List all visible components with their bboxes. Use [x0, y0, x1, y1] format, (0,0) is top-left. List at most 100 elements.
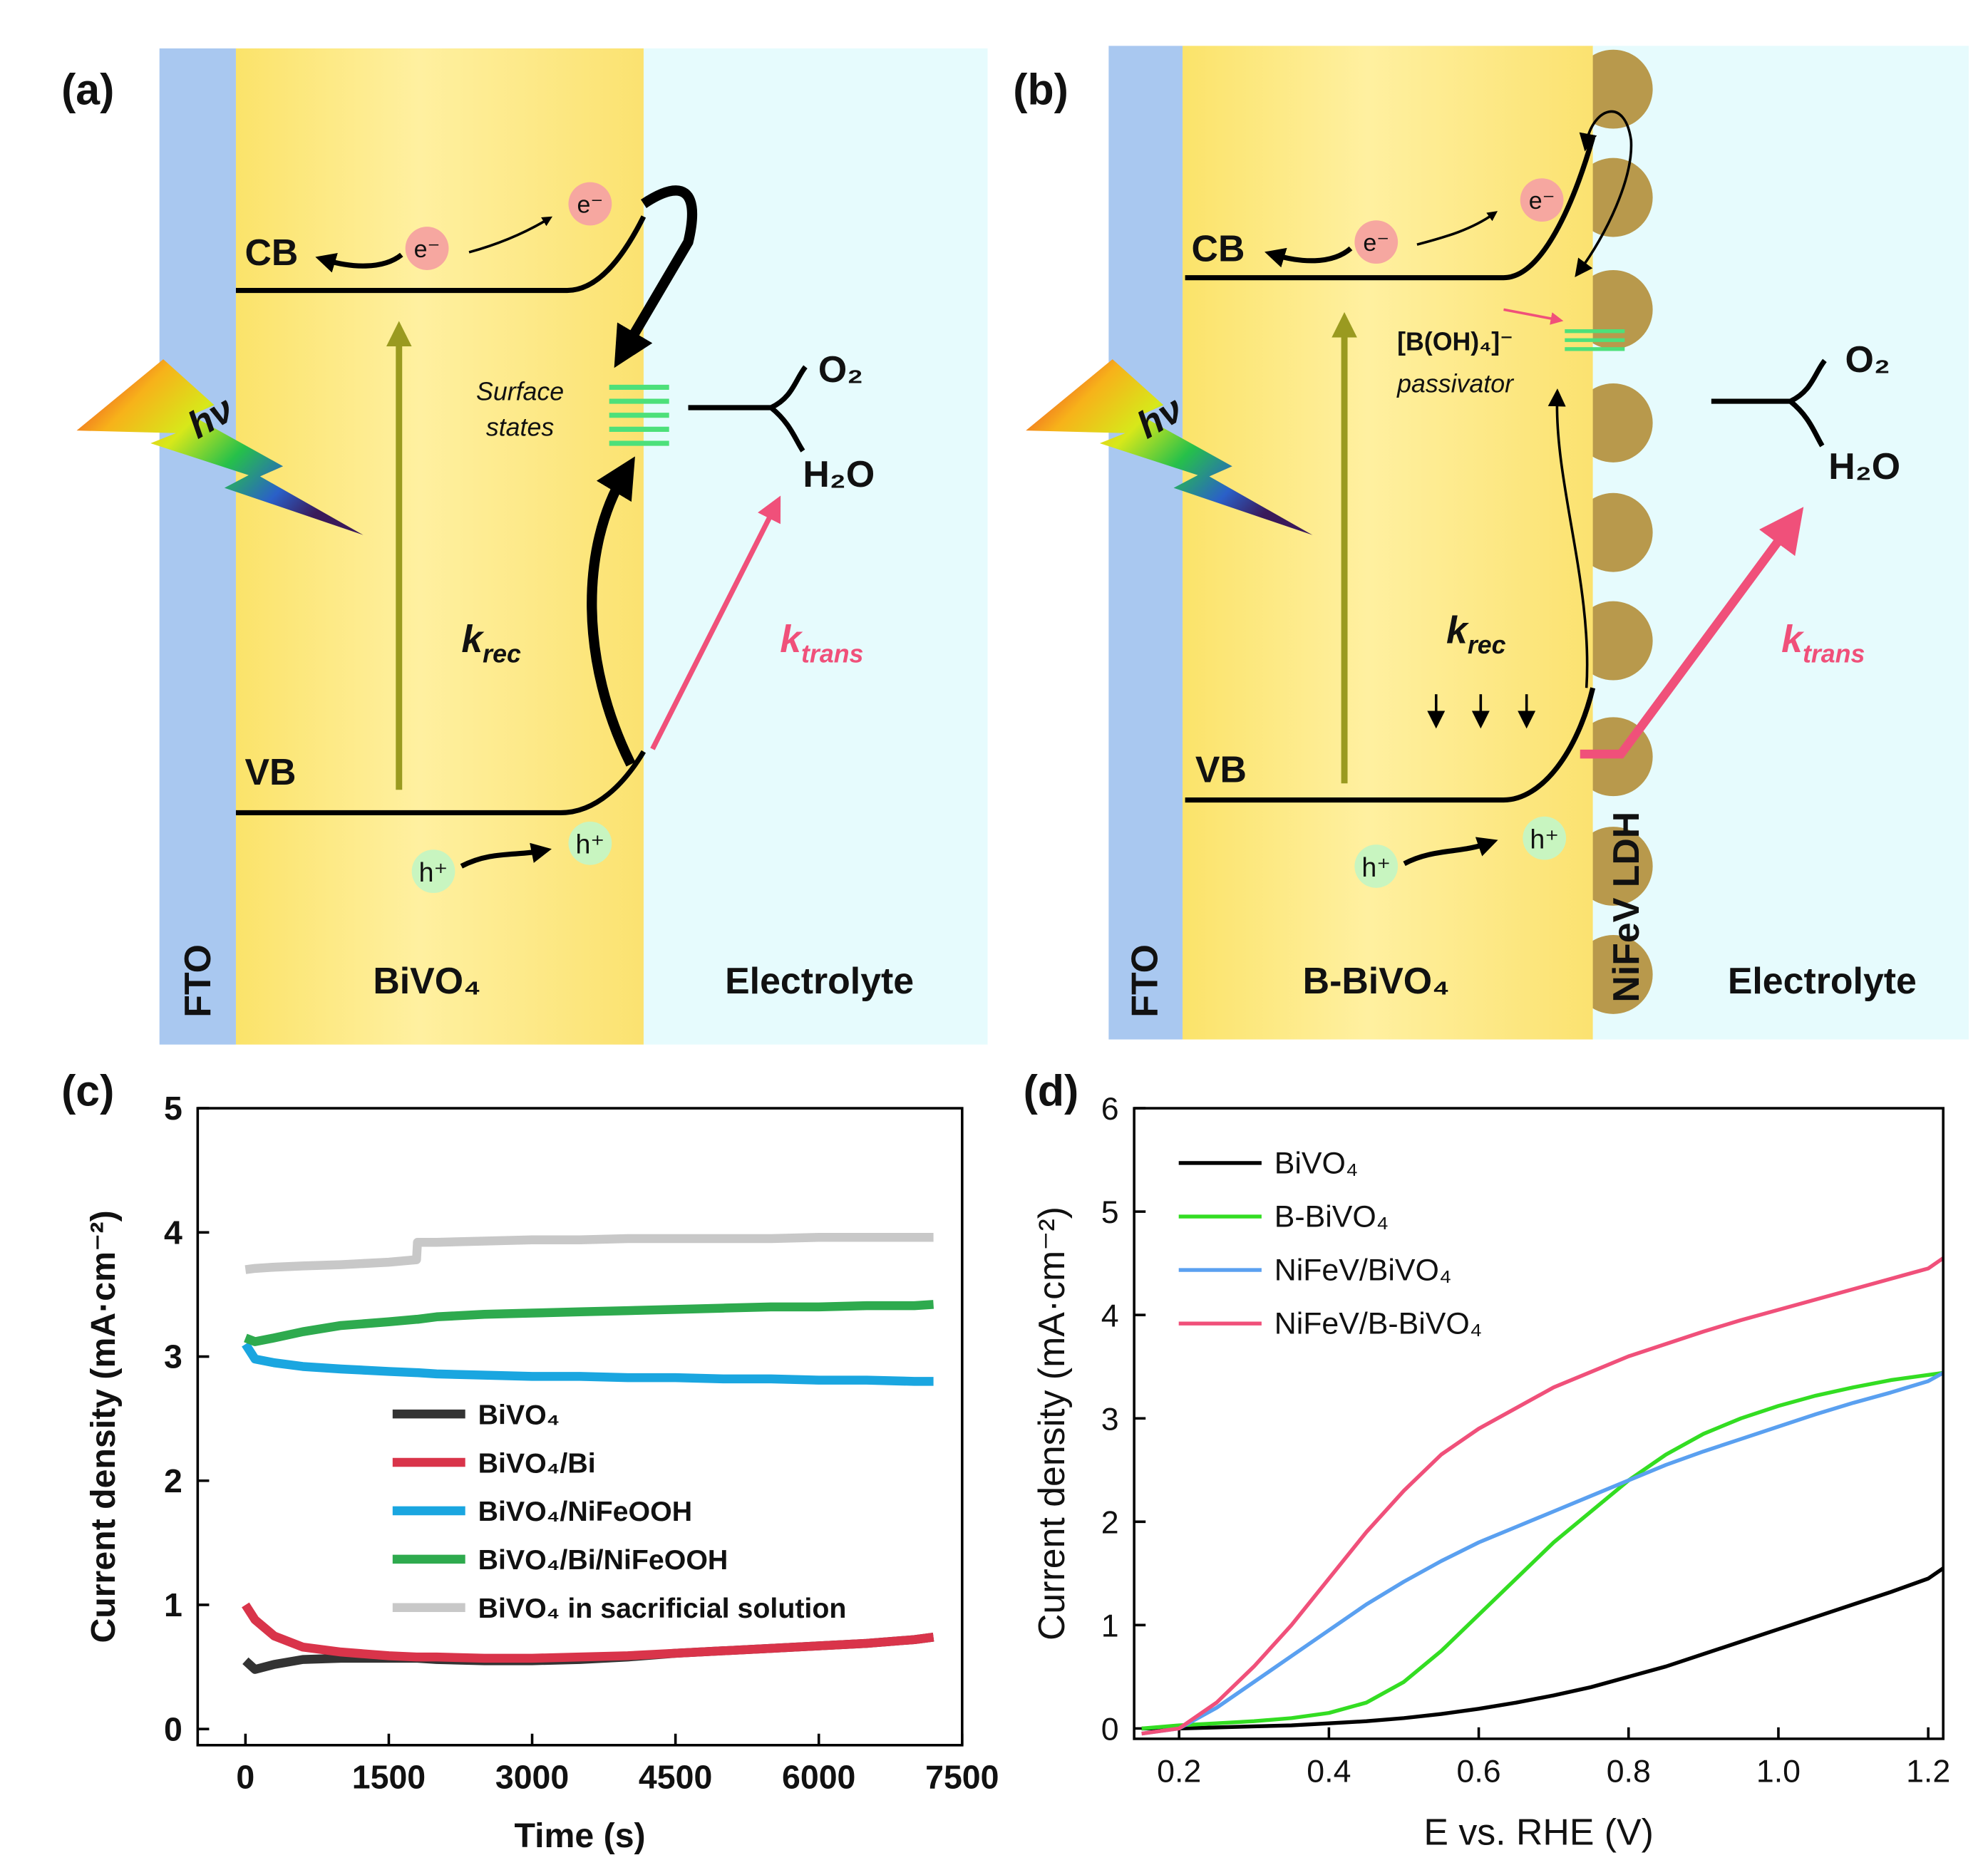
k: k	[1446, 609, 1470, 652]
h2o: H₂O	[803, 453, 875, 495]
absorber-label: BiVO₄	[373, 960, 480, 1001]
electron-label: e⁻	[414, 236, 441, 263]
chart-c: (c) 0 1500 3000 4500 6000 7500 0 1 2 3 4 5 Time (s) Cu…	[61, 1067, 999, 1855]
absorber-label: B-BiVO₄	[1303, 960, 1450, 1001]
cb-line	[235, 215, 647, 294]
series-line	[1141, 1256, 1944, 1736]
panel-a: hν CB VB e⁻ e⁻ Surface states O₂ H₂O kre…	[61, 48, 988, 1045]
arrow	[1403, 837, 1498, 867]
oer-hook	[688, 365, 808, 453]
series-line	[242, 1341, 934, 1386]
x-axis-label: E vs. RHE (V)	[1423, 1811, 1654, 1852]
hole-label: h⁺	[576, 830, 605, 859]
legend-label: NiFeV/B-BiVO₄	[1274, 1306, 1482, 1340]
x-tick-label: 1500	[352, 1759, 426, 1796]
x-tick-label: 0.2	[1157, 1755, 1201, 1789]
surface-states-label: states	[486, 413, 554, 441]
o2: O₂	[1845, 339, 1890, 380]
electron	[1354, 220, 1399, 264]
legend-label: B-BiVO₄	[1274, 1199, 1389, 1234]
legend-label: BiVO₄	[478, 1399, 560, 1430]
passivator-ion: [B(OH)₄]⁻	[1397, 328, 1513, 356]
series-line	[244, 1300, 934, 1346]
arrow	[315, 252, 403, 273]
vb-line	[235, 750, 647, 815]
hole-label: h⁺	[1361, 852, 1391, 882]
k-rec: krec	[461, 618, 521, 668]
hole	[568, 821, 612, 865]
electron	[1520, 178, 1564, 222]
fto-region	[159, 48, 236, 1045]
electrolyte-label: Electrolyte	[1728, 960, 1917, 1001]
recombination-arrow	[1575, 110, 1633, 277]
legend-label: BiVO₄	[1274, 1146, 1359, 1180]
legend-label: BiVO₄ in sacrificial solution	[478, 1593, 847, 1624]
legend-label: NiFeV/BiVO₄	[1274, 1253, 1452, 1287]
recombination-arrow	[614, 185, 698, 368]
panel-label: (d)	[1024, 1067, 1079, 1115]
y-tick-label: 6	[1101, 1092, 1119, 1127]
k: k	[461, 618, 485, 661]
arrow	[1503, 308, 1564, 325]
plot-frame	[196, 1107, 964, 1747]
cb-label: CB	[244, 232, 298, 273]
hole	[1354, 844, 1399, 888]
y-axis-label: Current density (mA·cm⁻²)	[1031, 1207, 1072, 1641]
x-tick-label: 3000	[495, 1759, 569, 1796]
hole-label: h⁺	[419, 857, 448, 887]
y-tick-label: 3	[164, 1338, 182, 1375]
k-trans: ktrans	[1781, 618, 1865, 668]
suppression-arrows	[1427, 694, 1536, 729]
y-tick-label: 0	[164, 1710, 182, 1747]
hole-label: h⁺	[1530, 824, 1559, 854]
recombination-arrow	[1547, 388, 1589, 688]
legend-label: BiVO₄/Bi	[478, 1447, 596, 1479]
y-tick-label: 4	[164, 1214, 182, 1251]
x-tick-label: 7500	[925, 1759, 999, 1796]
electron	[568, 182, 612, 226]
legend-label: BiVO₄/NiFeOOH	[478, 1496, 693, 1527]
series-line	[1141, 1371, 1944, 1736]
electron-label: e⁻	[1529, 187, 1555, 215]
x-tick-label: 0	[236, 1759, 254, 1796]
vb-label: VB	[244, 751, 296, 792]
electrolyte-label: Electrolyte	[725, 960, 914, 1001]
y-tick-label: 2	[1101, 1505, 1119, 1540]
x-tick-label: 6000	[782, 1759, 855, 1796]
recombination-arrow	[587, 456, 636, 767]
k-sub: rec	[483, 639, 521, 668]
cocatalyst-label: NiFeV LDH	[1605, 812, 1647, 1003]
series-line	[242, 1602, 934, 1663]
y-tick-label: 4	[1101, 1298, 1119, 1333]
x-tick-label: 0.6	[1457, 1755, 1501, 1789]
cb-label: CB	[1192, 227, 1245, 269]
y-tick-label: 1	[1101, 1608, 1119, 1643]
arrow	[1265, 246, 1353, 268]
arrow	[468, 216, 553, 254]
passivator-label: passivator	[1396, 370, 1515, 398]
y-tick-label: 1	[164, 1586, 182, 1623]
arrow	[460, 842, 552, 869]
k-sub: trans	[801, 639, 863, 668]
panel-label: (c)	[61, 1067, 114, 1115]
panel-label: (b)	[1013, 66, 1068, 114]
x-axis-label: Time (s)	[515, 1817, 646, 1855]
vb-line	[1185, 687, 1596, 803]
panel-label: (a)	[61, 66, 114, 114]
h2o: H₂O	[1828, 445, 1900, 487]
oer-hook	[1711, 358, 1827, 448]
transfer-arrow	[1580, 507, 1804, 759]
x-tick-label: 1.0	[1756, 1755, 1801, 1789]
y-tick-label: 0	[1101, 1712, 1119, 1747]
x-tick-label: 4500	[639, 1759, 712, 1796]
x-tick-label: 0.4	[1307, 1755, 1351, 1789]
panel-b: hν CB VB e⁻ e⁻ [B(OH)₄]⁻ passivator krec…	[1013, 46, 1969, 1040]
legend-label: BiVO₄/Bi/NiFeOOH	[478, 1544, 728, 1576]
o2: O₂	[818, 348, 863, 390]
electron-label: e⁻	[1363, 229, 1389, 257]
plot-frame	[1133, 1107, 1945, 1740]
fto-label: FTO	[177, 944, 218, 1018]
x-tick-label: 0.8	[1607, 1755, 1651, 1789]
k-trans: ktrans	[780, 618, 863, 668]
